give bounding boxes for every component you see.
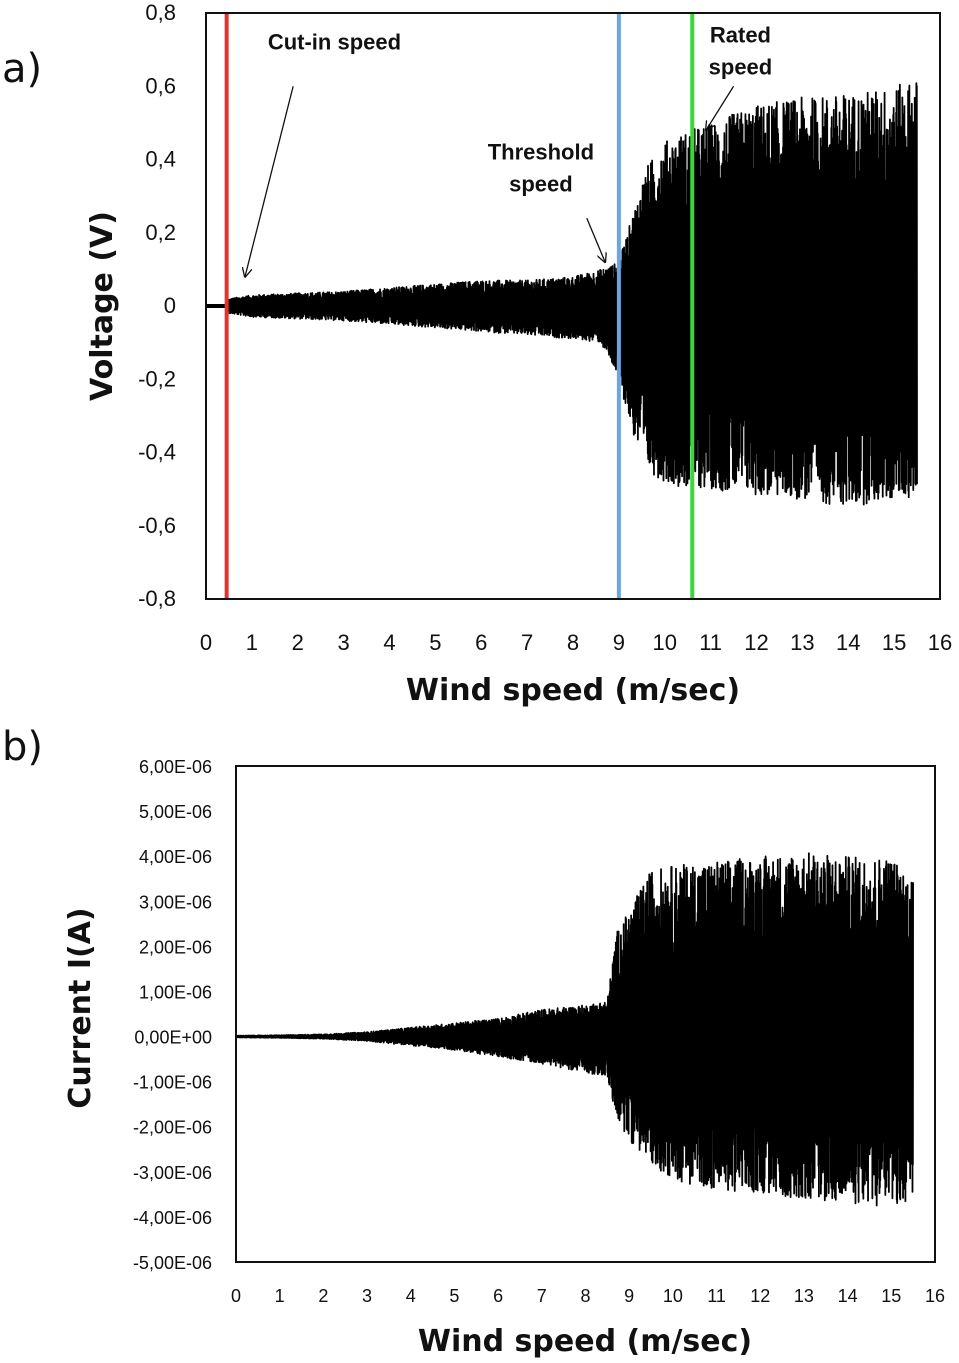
x-tick-label: 9	[613, 630, 625, 655]
plot-frame	[205, 12, 941, 600]
chart-panel-b: b) 6,00E-06 5,00E-06 4,00E-06 3,00E-06 2,00E-…	[2, 724, 945, 1359]
y-tick-label: -0,8	[138, 586, 176, 611]
x-tick-label: 8	[567, 630, 579, 655]
y-tick-label: 2,00E-06	[139, 937, 212, 957]
x-tick-label: 16	[925, 1286, 945, 1306]
annotation-text: Rated	[710, 22, 771, 47]
x-axis-title: Wind speed (m/sec)	[418, 1324, 752, 1359]
x-axis-title: Wind speed (m/sec)	[406, 673, 740, 708]
annotation-arrow	[245, 86, 294, 276]
y-tick-label: 0,4	[145, 147, 176, 172]
y-tick-label: -4,00E-06	[133, 1208, 212, 1228]
x-tick-label: 2	[318, 1286, 328, 1306]
annotation-arrow	[706, 85, 735, 130]
annotation-text: Cut-in speed	[268, 30, 401, 55]
x-tick-label: 1	[246, 630, 258, 655]
y-tick-label: 6,00E-06	[139, 757, 212, 777]
x-tick-label: 9	[624, 1286, 634, 1306]
panel-label: a)	[2, 46, 42, 92]
x-tick-label: 12	[744, 630, 768, 655]
y-tick-label: 0,00E+00	[134, 1028, 212, 1048]
y-tick-label: -0,6	[138, 513, 176, 538]
x-tick-label: 14	[836, 630, 860, 655]
x-tick-label: 14	[838, 1286, 858, 1306]
x-tick-label: 4	[406, 1286, 416, 1306]
x-tick-label: 16	[928, 630, 952, 655]
x-tick-label: 10	[663, 1286, 683, 1306]
x-tick-label: 11	[707, 1286, 726, 1306]
panel-label: b)	[2, 724, 43, 770]
x-tick-label: 5	[429, 630, 441, 655]
x-tick-label: 6	[475, 630, 487, 655]
x-tick-label: 0	[231, 1286, 241, 1306]
x-tick-label: 7	[537, 1286, 547, 1306]
x-tick-label: 7	[521, 630, 533, 655]
y-tick-label: -5,00E-06	[133, 1253, 212, 1273]
y-tick-label: 5,00E-06	[139, 802, 212, 822]
signal-trace	[206, 82, 918, 506]
x-tick-label: 10	[653, 630, 677, 655]
x-tick-label: 2	[292, 630, 304, 655]
y-tick-label: -0,2	[138, 366, 176, 391]
x-tick-label: 3	[338, 630, 350, 655]
x-tick-label: 13	[794, 1286, 814, 1306]
plot-frame	[235, 765, 936, 1263]
x-tick-label: 15	[881, 1286, 901, 1306]
y-tick-label: 4,00E-06	[139, 847, 212, 867]
y-tick-label: 0	[164, 293, 176, 318]
y-tick-label: -0,4	[138, 440, 176, 465]
y-tick-label: 0,8	[145, 0, 176, 25]
x-tick-label: 0	[200, 630, 212, 655]
x-tick-label: 12	[750, 1286, 770, 1306]
x-tick-label: 6	[493, 1286, 503, 1306]
y-tick-label: 0,2	[145, 220, 176, 245]
y-tick-label: 0,6	[145, 73, 176, 98]
x-tick-label: 8	[580, 1286, 590, 1306]
y-tick-label: -2,00E-06	[133, 1118, 212, 1138]
y-axis-title: Voltage (V)	[85, 211, 120, 401]
chart-panel-a: a)0,80,60,40,20-0,2-0,4-0,6-0,80 1 2 3 4 5 6 7 8…	[2, 0, 952, 708]
x-tick-label: 15	[882, 630, 906, 655]
y-axis-title: Current I(A)	[63, 907, 98, 1108]
annotation-arrow	[586, 217, 605, 262]
x-tick-label: 11	[699, 630, 722, 655]
signal-trace	[235, 852, 914, 1207]
x-tick-label: 4	[383, 630, 395, 655]
annotation-text: speed	[709, 54, 773, 79]
annotation-text: speed	[509, 172, 573, 197]
x-tick-label: 5	[449, 1286, 459, 1306]
x-tick-label: 1	[275, 1286, 285, 1306]
y-tick-label: 1,00E-06	[139, 982, 212, 1002]
y-tick-label: -3,00E-06	[133, 1163, 212, 1183]
x-tick-label: 13	[790, 630, 814, 655]
x-tick-label: 3	[362, 1286, 372, 1306]
annotation-text: Threshold	[488, 140, 594, 165]
y-tick-label: -1,00E-06	[133, 1073, 212, 1093]
y-tick-label: 3,00E-06	[139, 892, 212, 912]
